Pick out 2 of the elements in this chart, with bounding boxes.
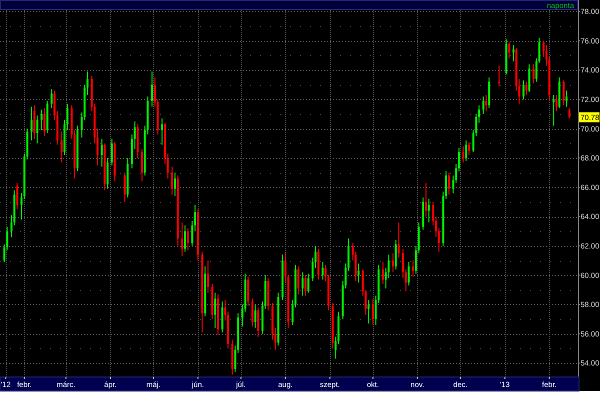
candlestick <box>552 94 555 126</box>
candlestick <box>498 66 500 86</box>
